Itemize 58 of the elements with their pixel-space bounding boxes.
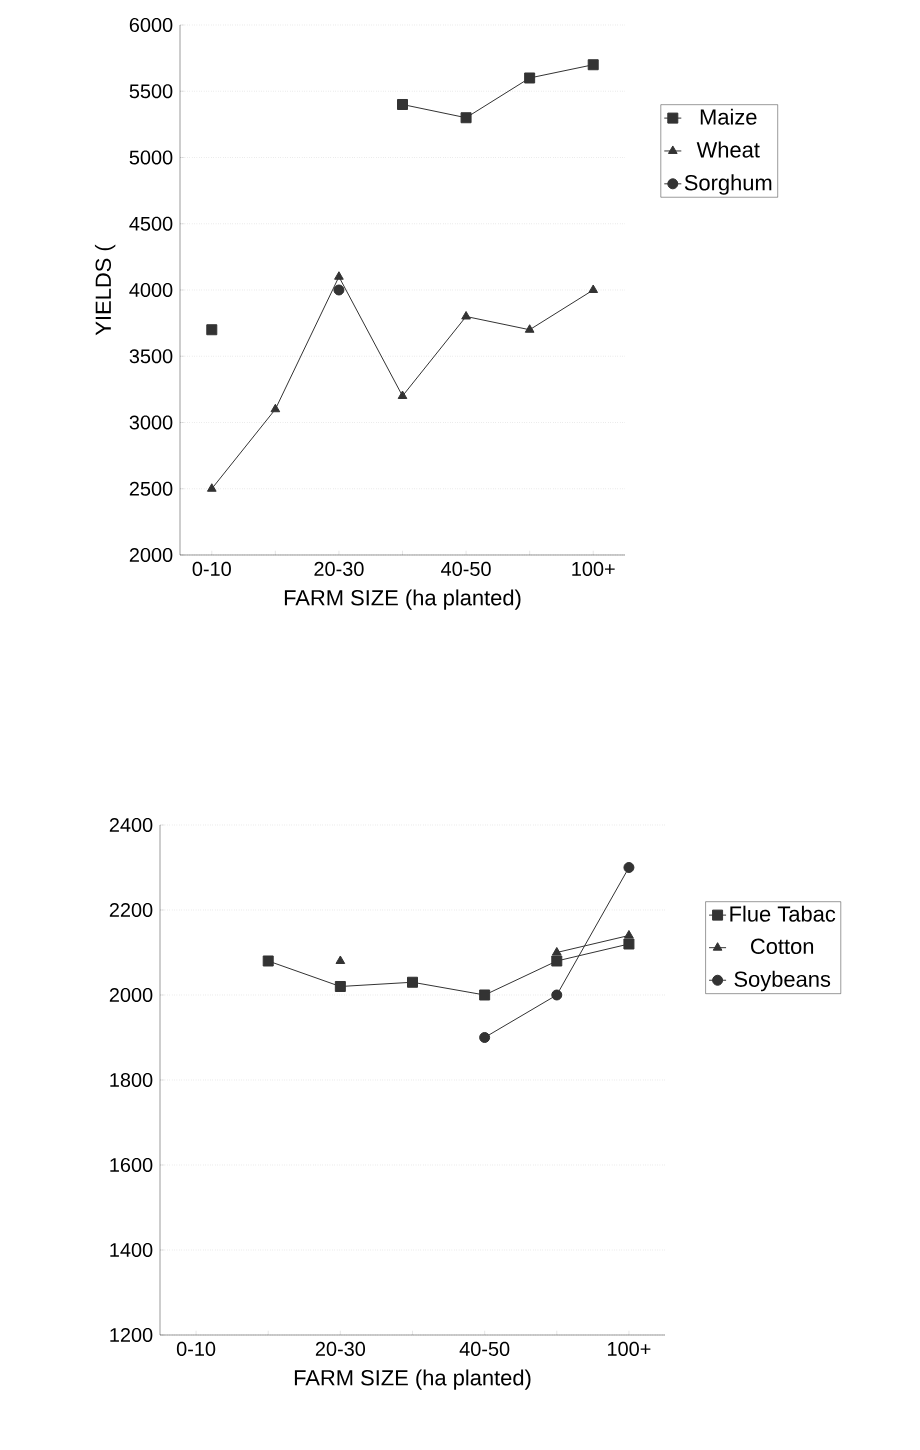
point xyxy=(397,98,408,110)
y-tick-label: 3500 xyxy=(129,349,173,364)
legend-label: Maize xyxy=(700,108,757,125)
x-tick-label: 100+ xyxy=(572,561,615,576)
y-tick-label: 2500 xyxy=(129,481,173,496)
y-tick-label: 2400 xyxy=(109,817,153,833)
point xyxy=(461,310,471,320)
point xyxy=(588,284,599,293)
point xyxy=(206,483,217,492)
point xyxy=(397,390,408,399)
y-tick-label: 3000 xyxy=(129,415,173,430)
point xyxy=(334,271,344,280)
y-tick-label: 4000 xyxy=(129,282,173,298)
legend-label: Wheat xyxy=(696,141,760,158)
y-tick-label: 5500 xyxy=(129,84,173,99)
y-tick-label: 5000 xyxy=(129,150,173,165)
y-tick-label: 4500 xyxy=(129,216,173,231)
point xyxy=(206,324,218,336)
point xyxy=(335,955,346,964)
y-tick-label: 1400 xyxy=(110,1242,153,1258)
point xyxy=(551,989,563,1001)
point xyxy=(333,284,345,296)
y-tick-label: 1600 xyxy=(110,1157,153,1173)
point xyxy=(524,324,535,333)
x-tick-label: 40-50 xyxy=(459,1341,510,1356)
point xyxy=(551,947,562,956)
point xyxy=(587,59,599,71)
x-tick-label: 20-30 xyxy=(315,1341,366,1356)
y-tick-label: 6000 xyxy=(129,17,173,33)
legend-label: Cotton xyxy=(751,938,814,955)
y-tick-label: 2000 xyxy=(129,547,173,563)
point xyxy=(407,976,418,988)
x-tick-label: 40-50 xyxy=(441,561,491,576)
y-tick-label: 1800 xyxy=(110,1072,153,1088)
legend-label: Flue Tabac xyxy=(730,905,836,922)
x-tick-label: 20-30 xyxy=(314,561,364,576)
point xyxy=(623,938,635,950)
point xyxy=(460,112,472,124)
point xyxy=(262,955,274,967)
point xyxy=(479,989,491,1001)
x-axis-title: FARM SIZE (ha planted) xyxy=(284,589,521,610)
x-axis-title: FARM SIZE (ha planted) xyxy=(294,1369,531,1390)
y-tick-label: 2200 xyxy=(109,902,153,918)
point xyxy=(551,955,563,967)
point xyxy=(334,981,346,992)
point xyxy=(270,403,281,413)
point xyxy=(479,1032,491,1043)
x-tick-label: 0-10 xyxy=(192,561,231,576)
point xyxy=(623,861,635,873)
point xyxy=(524,72,536,84)
y-axis-title: YIELDS ( xyxy=(94,244,116,336)
x-tick-label: 0-10 xyxy=(176,1341,216,1356)
legend-label: Sorghum xyxy=(684,174,772,195)
point xyxy=(624,930,634,939)
y-tick-label: 1200 xyxy=(110,1327,153,1343)
y-tick-label: 2000 xyxy=(109,987,153,1003)
legend-label: Soybeans xyxy=(734,970,831,992)
x-tick-label: 100+ xyxy=(608,1341,651,1356)
